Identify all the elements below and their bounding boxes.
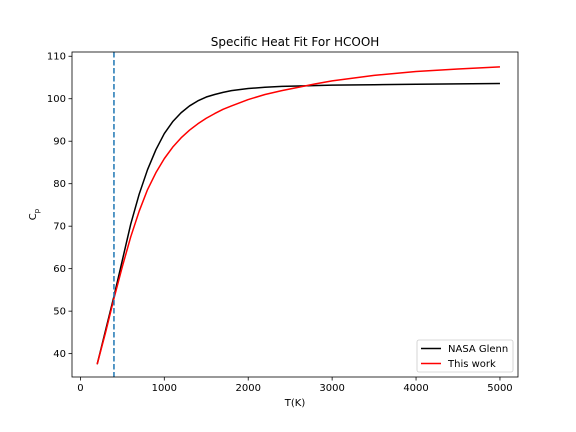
axis-ticks: 0 1000 2000 3000 4000 5000 40 50 60 70 80 90 100 110 — [47, 52, 513, 394]
x-tick-label: 5000 — [487, 383, 512, 394]
y-tick-label: 50 — [53, 307, 66, 318]
legend: NASA Glenn This work — [416, 339, 514, 373]
x-tick-label: 1000 — [152, 383, 177, 394]
legend-label-nasa-glenn: NASA Glenn — [448, 344, 508, 355]
y-axis-label: Cp — [28, 208, 41, 220]
svg-text:Cp: Cp — [28, 208, 41, 220]
x-tick-label: 3000 — [319, 383, 344, 394]
axes-frame — [71, 51, 519, 378]
x-axis-label: T(K) — [284, 398, 306, 409]
y-tick-label: 100 — [47, 94, 66, 105]
y-tick-label: 60 — [53, 264, 66, 275]
x-tick-label: 4000 — [403, 383, 428, 394]
plot-area — [96, 52, 500, 377]
y-axis-label-main: C — [28, 213, 39, 220]
y-tick-label: 70 — [53, 222, 66, 233]
y-tick-label: 80 — [53, 179, 66, 190]
y-tick-label: 40 — [53, 349, 66, 360]
y-tick-label: 90 — [53, 137, 66, 148]
x-tick-label: 0 — [77, 383, 83, 394]
legend-label-this-work: This work — [447, 359, 496, 370]
y-tick-label: 110 — [47, 52, 66, 63]
series-line-this-work — [96, 66, 500, 365]
chart-title: Specific Heat Fit For HCOOH — [211, 35, 380, 49]
series-line-nasa-glenn — [96, 82, 500, 365]
x-tick-label: 2000 — [235, 383, 260, 394]
y-axis-label-sub: p — [33, 208, 41, 213]
